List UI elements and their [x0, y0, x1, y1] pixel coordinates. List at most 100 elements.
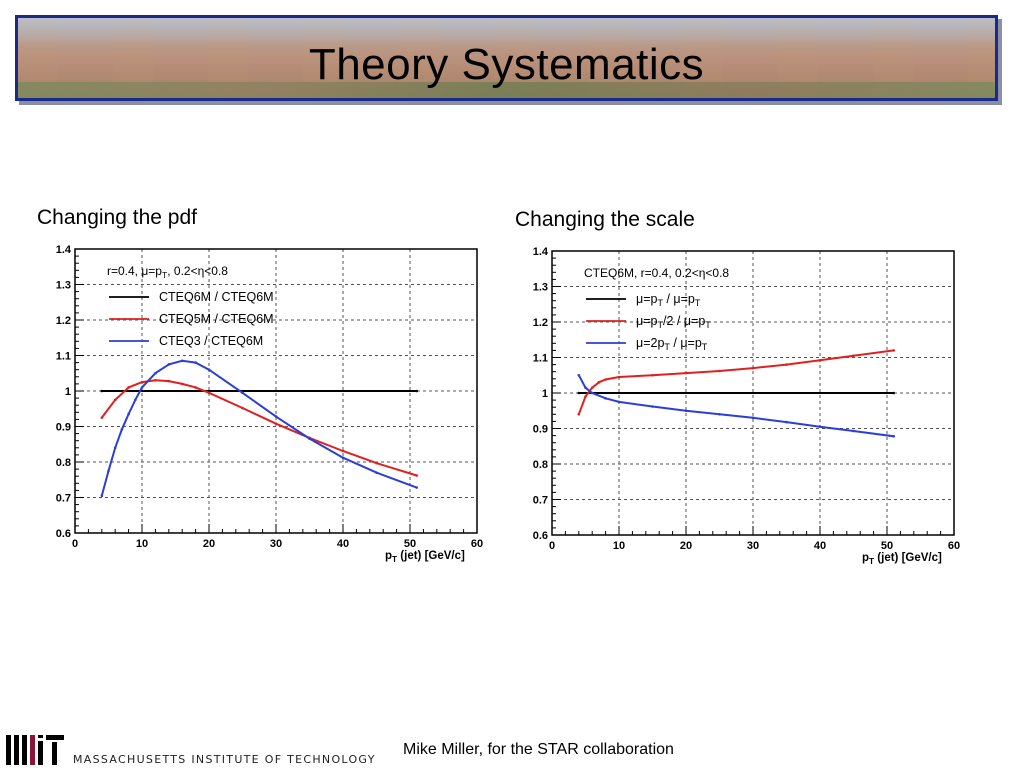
legend-entry-label: CTEQ6M / CTEQ6M	[159, 290, 274, 304]
x-tick-label: 60	[471, 538, 483, 550]
legend-header: CTEQ6M, r=0.4, 0.2<η<0.8	[584, 266, 729, 280]
y-tick-label: 1.3	[533, 282, 548, 294]
x-tick-label: 30	[270, 538, 282, 550]
y-tick-label: 1.1	[533, 353, 548, 365]
data-point	[617, 400, 621, 404]
subscript: T	[869, 557, 874, 566]
text-part: (jet) [GeV/c]	[874, 552, 942, 564]
subscript: T	[162, 270, 168, 280]
text-part: / μ=p	[663, 292, 695, 306]
banner-background-image	[18, 82, 995, 98]
legend-entry-label: μ=pT / μ=pT	[636, 292, 701, 308]
data-point	[127, 386, 130, 389]
y-tick-label: 1.2	[533, 317, 548, 329]
text-part: / μ=p	[670, 336, 702, 350]
y-tick-label: 0.8	[533, 459, 548, 471]
text-part: /2 / μ=p	[663, 314, 705, 328]
y-tick-label: 0.8	[56, 457, 71, 469]
subscript: T	[657, 298, 663, 308]
text-part: p	[862, 552, 869, 564]
text-part: μ=p	[636, 314, 658, 328]
data-point	[751, 416, 755, 420]
y-tick-label: 0.6	[56, 528, 71, 540]
chart-svg: 0 10 20 30 40 50 600.60.70.80.911.11.21.31.4pT…	[510, 242, 960, 572]
data-point	[375, 461, 378, 465]
text-part: (jet) [GeV/c]	[397, 550, 465, 562]
pdf-chart-title: Changing the pdf	[37, 206, 197, 229]
text-part: CTEQ6M, r=0.4, 0.2<η<0.8	[584, 266, 729, 280]
x-axis-title: pT (jet) [GeV/c]	[385, 550, 465, 564]
x-tick-label: 30	[747, 540, 759, 552]
data-point	[113, 446, 117, 450]
data-point	[684, 371, 688, 375]
data-point	[892, 435, 895, 438]
footer-credit: Mike Miller, for the STAR collaboration	[403, 741, 674, 758]
data-point	[180, 359, 184, 363]
ticks: 0 10 20 30 40 50 60 0.6 0.7 0.8 0.9 1 1.1 1.2 1.3 1.4	[533, 246, 960, 552]
data-point	[892, 349, 895, 352]
data-point	[194, 361, 197, 364]
title-banner: Theory Systematics	[15, 15, 998, 101]
y-tick-label: 0.7	[533, 495, 548, 507]
scale-chart-title: Changing the scale	[515, 208, 695, 231]
subscript: T	[702, 342, 708, 352]
ticks: 0 10 20 30 40 50 60 0.6 0.7 0.8 0.9 1 1.1 1.2 1.3 1.4	[56, 244, 483, 550]
data-point	[718, 413, 721, 416]
data-point	[241, 391, 244, 395]
data-point	[140, 386, 144, 389]
data-point	[577, 413, 581, 416]
series-line	[577, 349, 894, 415]
y-tick-label: 0.9	[533, 424, 548, 436]
data-point	[341, 456, 345, 460]
data-point	[100, 416, 104, 419]
y-tick-label: 1.1	[56, 351, 71, 363]
x-tick-label: 10	[136, 538, 148, 550]
x-tick-label: 0	[549, 540, 555, 552]
data-point	[751, 366, 755, 370]
data-point	[415, 486, 419, 489]
x-tick-label: 50	[881, 540, 893, 552]
data-point	[852, 354, 855, 358]
chart-svg: 0 10 20 30 40 50 600.60.70.80.911.11.21.31.4pT…	[33, 240, 483, 570]
data-point	[577, 391, 581, 395]
data-point	[154, 379, 157, 382]
x-tick-label: 40	[814, 540, 826, 552]
text-part: CTEQ3 / CTEQ6M	[159, 334, 263, 348]
data-point	[194, 386, 197, 389]
x-tick-label: 50	[404, 538, 416, 550]
legend-header: r=0.4, μ=pT, 0.2<η<0.8	[107, 264, 228, 280]
data-point	[120, 428, 124, 431]
data-point	[140, 380, 144, 384]
y-tick-label: 1	[542, 388, 548, 400]
data-point	[604, 397, 607, 400]
subscript: T	[657, 320, 663, 330]
scale-systematics-chart: 0 10 20 30 40 50 60 0.6 0.7 0.8 0.9 1 1.1 1.2 1.3 1.4 pT…	[510, 242, 960, 572]
text-part: μ=p	[636, 292, 658, 306]
x-tick-label: 0	[72, 538, 78, 550]
mit-logo	[6, 735, 66, 770]
data-point	[597, 381, 601, 384]
data-point	[375, 471, 378, 474]
text-part: μ=2p	[636, 336, 664, 350]
x-tick-label: 40	[337, 538, 349, 550]
data-point	[308, 437, 311, 440]
data-point	[892, 391, 895, 395]
data-point	[180, 382, 184, 386]
legend-entry-label: CTEQ5M / CTEQ6M	[159, 312, 274, 326]
data-point	[241, 406, 244, 410]
data-point	[651, 405, 654, 408]
y-tick-label: 1.4	[56, 244, 72, 256]
pdf-systematics-chart: 0 10 20 30 40 50 60 0.6 0.7 0.8 0.9 1 1.1 1.2 1.3 1.4 pT…	[33, 240, 483, 570]
data-point	[577, 373, 581, 377]
y-tick-label: 1.2	[56, 315, 71, 327]
data-point	[207, 391, 211, 395]
y-tick-label: 0.6	[533, 530, 548, 542]
data-point	[134, 398, 137, 402]
data-point	[684, 409, 688, 413]
data-point	[167, 379, 171, 383]
data-point	[718, 369, 721, 373]
text-part: p	[385, 550, 392, 562]
legend-entry-label: μ=2pT / μ=pT	[636, 336, 708, 352]
chart-background	[510, 242, 960, 572]
legend: CTEQ6M, r=0.4, 0.2<η<0.8μ=pT / μ=pTμ=pT/…	[584, 266, 729, 352]
